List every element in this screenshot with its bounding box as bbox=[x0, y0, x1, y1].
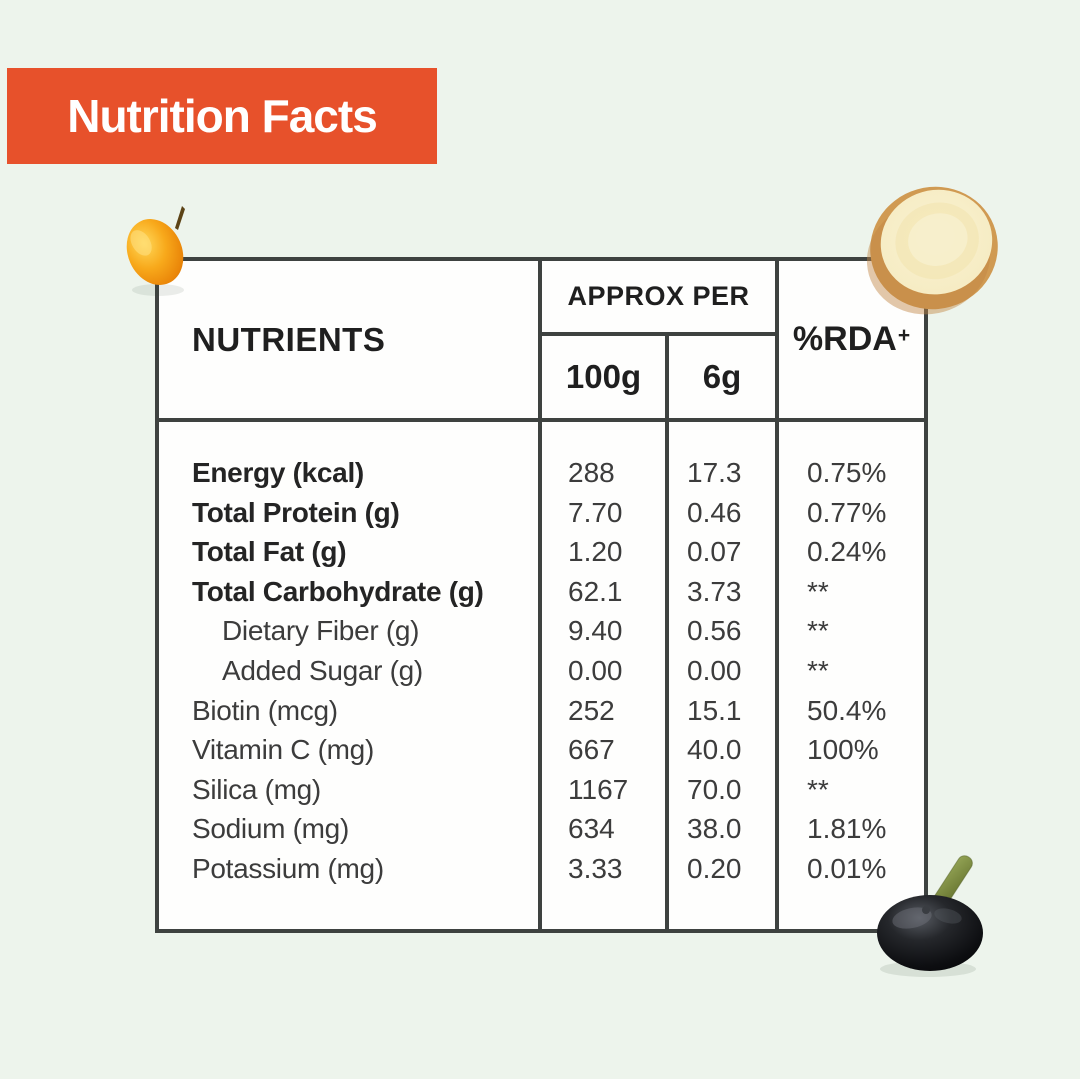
value-rda: 0.01% bbox=[807, 852, 887, 884]
value-per-6g: 38.0 bbox=[687, 813, 742, 845]
nutrient-label: Total Carbohydrate (g) bbox=[192, 575, 484, 607]
nutrition-facts-banner: Nutrition Facts bbox=[7, 68, 437, 164]
nutrient-label: Dietary Fiber (g) bbox=[222, 615, 420, 647]
nutrient-label: Vitamin C (mg) bbox=[192, 734, 374, 766]
table-row: Total Fat (g) 1.20 0.07 0.24% bbox=[159, 532, 924, 572]
table-row: Energy (kcal) 288 17.3 0.75% bbox=[159, 453, 924, 493]
value-per-100g: 0.00 bbox=[568, 654, 623, 686]
table-row: Dietary Fiber (g) 9.40 0.56 ** bbox=[159, 611, 924, 651]
column-header-100g: 100g bbox=[565, 358, 642, 395]
value-per-6g: 3.73 bbox=[687, 575, 742, 607]
column-header-rda: %RDA + bbox=[779, 261, 924, 418]
banner-title: Nutrition Facts bbox=[67, 90, 378, 142]
table-row: Added Sugar (g) 0.00 0.00 ** bbox=[159, 651, 924, 691]
value-rda: ** bbox=[807, 773, 829, 805]
nutrient-label: Silica (mg) bbox=[192, 773, 321, 805]
value-per-6g: 0.46 bbox=[687, 496, 742, 528]
rda-label: %RDA bbox=[792, 320, 897, 358]
value-per-100g: 667 bbox=[568, 734, 615, 766]
table-divider-vertical-1 bbox=[538, 261, 542, 929]
table-body: Energy (kcal) 288 17.3 0.75% Total Prote… bbox=[159, 422, 924, 929]
value-per-100g: 7.70 bbox=[568, 496, 623, 528]
value-rda: 50.4% bbox=[807, 694, 887, 726]
value-per-6g: 17.3 bbox=[687, 457, 742, 488]
value-per-6g: 0.20 bbox=[687, 852, 742, 884]
value-per-6g: 0.07 bbox=[687, 536, 742, 568]
value-rda: 100% bbox=[807, 734, 879, 766]
value-rda: 1.81% bbox=[807, 813, 887, 845]
value-per-6g: 0.56 bbox=[687, 615, 742, 647]
column-header-approx-per: APPROX PER bbox=[567, 281, 750, 311]
nutrition-table: NUTRIENTS APPROX PER 100g 6g %RDA + Energ… bbox=[155, 257, 928, 933]
table-divider-vertical-2 bbox=[665, 332, 669, 929]
table-row: Sodium (mg) 634 38.0 1.81% bbox=[159, 809, 924, 849]
value-per-100g: 1167 bbox=[568, 773, 629, 805]
table-row: Silica (mg) 1167 70.0 ** bbox=[159, 770, 924, 810]
value-per-100g: 634 bbox=[568, 813, 615, 845]
table-row: Total Protein (g) 7.70 0.46 0.77% bbox=[159, 493, 924, 533]
value-per-100g: 1.20 bbox=[568, 536, 623, 568]
value-rda: ** bbox=[807, 615, 829, 647]
column-header-6g: 6g bbox=[702, 358, 742, 395]
table-row: Total Carbohydrate (g) 62.1 3.73 ** bbox=[159, 572, 924, 612]
nutrient-label: Total Protein (g) bbox=[192, 496, 400, 528]
value-per-100g: 3.33 bbox=[568, 852, 623, 884]
column-header-nutrients: NUTRIENTS bbox=[192, 320, 386, 358]
table-row: Biotin (mcg) 252 15.1 50.4% bbox=[159, 691, 924, 731]
value-per-6g: 15.1 bbox=[687, 694, 742, 726]
table-divider-under-approx-per bbox=[538, 332, 779, 336]
nutrient-label: Added Sugar (g) bbox=[222, 654, 423, 686]
value-rda: 0.77% bbox=[807, 496, 887, 528]
value-per-100g: 288 bbox=[568, 457, 615, 488]
table-row: Potassium (mg) 3.33 0.20 0.01% bbox=[159, 849, 924, 889]
value-rda: ** bbox=[807, 575, 829, 607]
value-per-100g: 252 bbox=[568, 694, 615, 726]
value-per-6g: 70.0 bbox=[687, 773, 742, 805]
value-rda: ** bbox=[807, 654, 829, 686]
value-per-6g: 40.0 bbox=[687, 734, 742, 766]
table-divider-vertical-3 bbox=[775, 261, 779, 929]
table-divider-header-bottom bbox=[159, 418, 924, 422]
nutrient-label: Energy (kcal) bbox=[192, 457, 364, 488]
value-per-100g: 9.40 bbox=[568, 615, 623, 647]
value-rda: 0.75% bbox=[807, 457, 887, 488]
nutrient-label: Biotin (mcg) bbox=[192, 694, 338, 726]
value-per-100g: 62.1 bbox=[568, 575, 623, 607]
nutrient-label: Sodium (mg) bbox=[192, 813, 349, 845]
nutrient-label: Potassium (mg) bbox=[192, 852, 384, 884]
value-per-6g: 0.00 bbox=[687, 654, 742, 686]
value-rda: 0.24% bbox=[807, 536, 887, 568]
rda-footnote-marker: + bbox=[897, 323, 911, 347]
table-row: Vitamin C (mg) 667 40.0 100% bbox=[159, 730, 924, 770]
nutrient-label: Total Fat (g) bbox=[192, 536, 347, 568]
